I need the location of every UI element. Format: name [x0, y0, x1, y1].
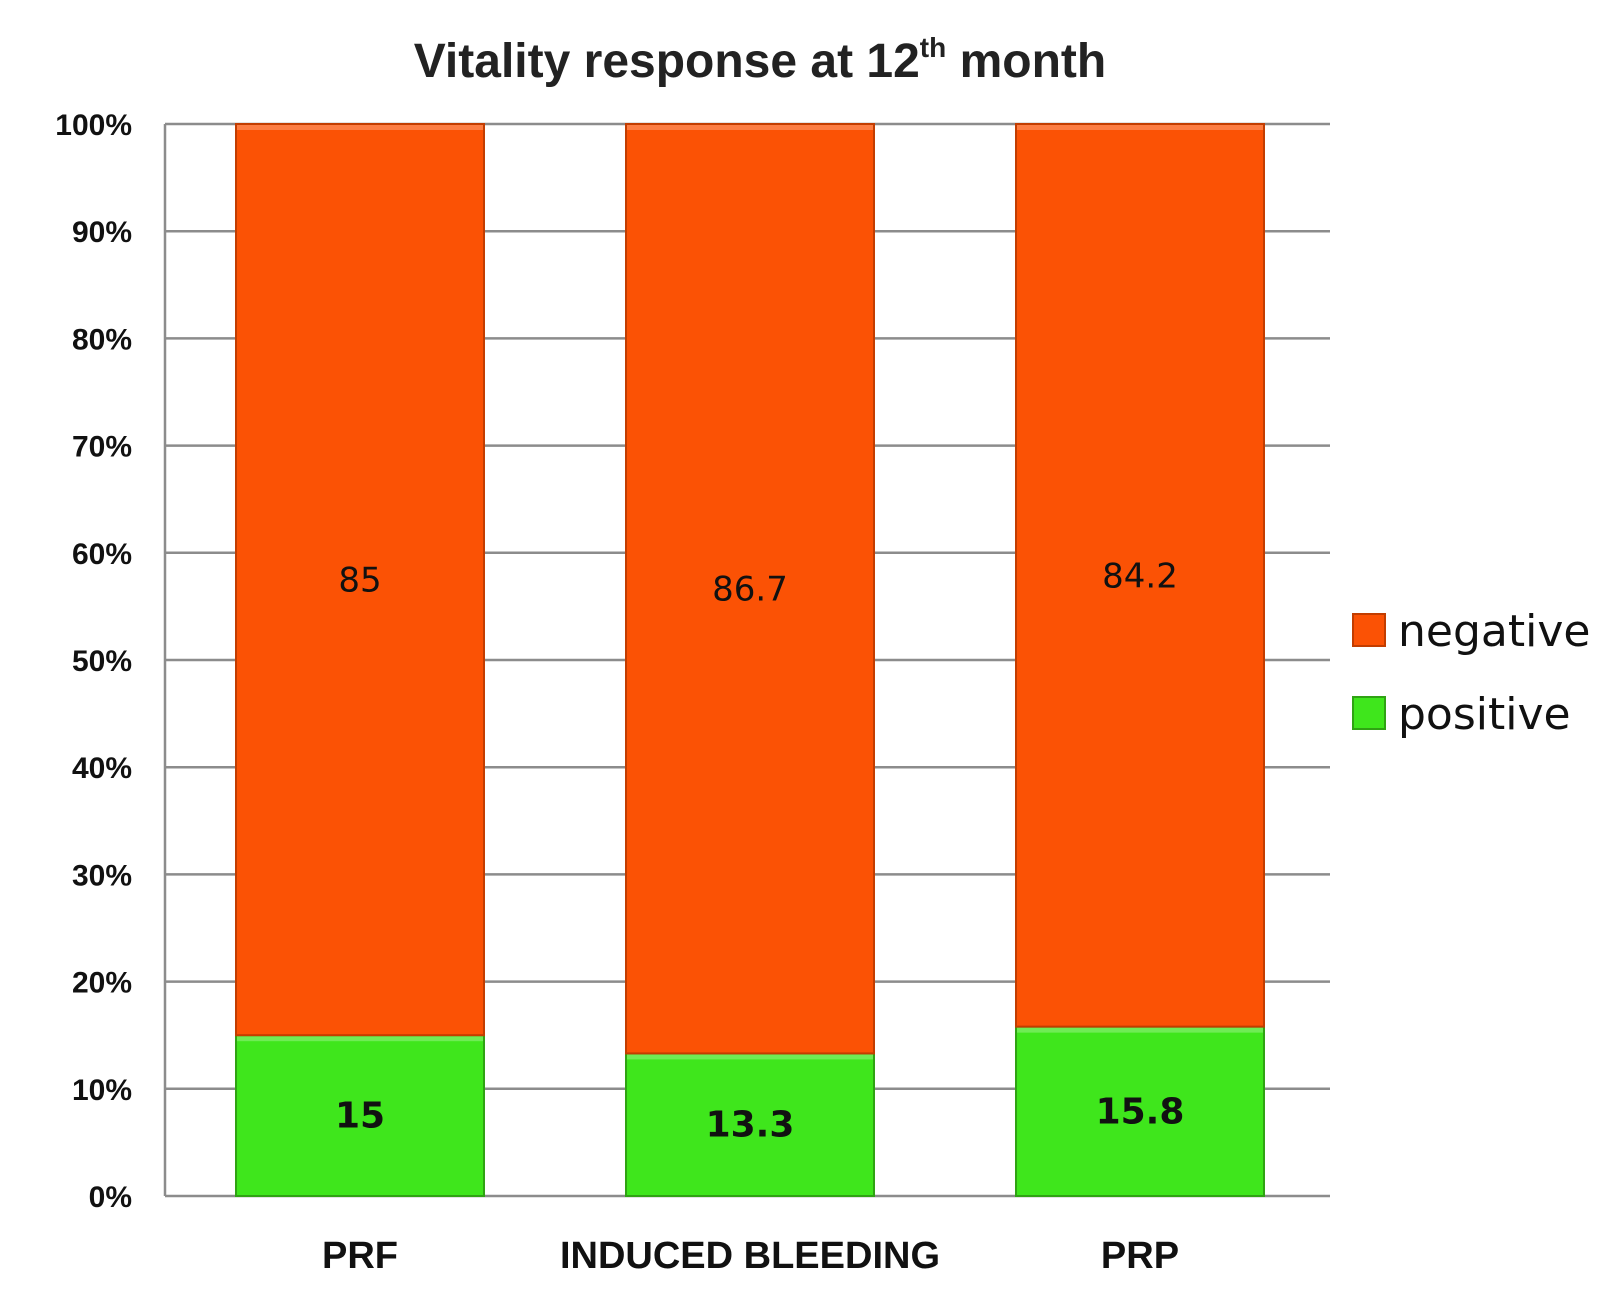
y-tick-label: 40% — [72, 752, 132, 785]
x-category-label: PRF — [322, 1235, 398, 1277]
bar-segment-negative — [235, 123, 485, 1037]
x-category-label: INDUCED BLEEDING — [560, 1235, 940, 1277]
y-tick-label: 80% — [72, 323, 132, 356]
y-tick-label: 90% — [72, 216, 132, 249]
y-tick-label: 0% — [89, 1181, 132, 1214]
y-axis: 0% 10% 20% 30% 40% 50% 60% 70% 80% 90% 100% — [55, 109, 167, 1214]
legend-label-positive: positive — [1398, 689, 1571, 740]
chart-title-sup: th — [920, 32, 946, 63]
legend-swatch-positive — [1352, 696, 1386, 730]
legend-label-negative: negative — [1398, 606, 1590, 657]
bar-bevel — [237, 1036, 483, 1042]
y-tick-label: 50% — [72, 645, 132, 678]
bar-bevel — [627, 1054, 873, 1060]
y-tick-label: 10% — [72, 1074, 132, 1107]
bar-bevel — [1017, 125, 1263, 130]
data-label-negative: 84.2 — [1102, 556, 1178, 596]
bar-segment-positive — [1015, 1025, 1265, 1198]
data-label-positive: 15.8 — [1096, 1091, 1185, 1132]
y-tick-label: 100% — [55, 109, 132, 142]
x-axis: PRF INDUCED BLEEDING PRP — [322, 1235, 1179, 1277]
data-label-positive: 13.3 — [706, 1105, 795, 1146]
bar-segment-positive — [235, 1034, 485, 1197]
bar-bevel — [627, 125, 873, 130]
chart-title-main: Vitality response at 12 — [414, 35, 920, 88]
legend-swatch-negative — [1352, 613, 1386, 647]
chart-title-tail: month — [946, 35, 1106, 88]
data-label-negative: 86.7 — [712, 570, 788, 610]
data-label-negative: 85 — [338, 561, 381, 601]
y-tick-label: 60% — [72, 538, 132, 571]
bar-bevel — [237, 125, 483, 130]
y-tick-label: 20% — [72, 967, 132, 1000]
bar-segment-negative — [1015, 123, 1265, 1028]
y-tick-label: 70% — [72, 431, 132, 464]
chart-title: Vitality response at 12th month — [414, 32, 1106, 88]
data-label-positive: 15 — [335, 1096, 385, 1137]
bars: 15 85 13.3 86.7 15.8 84.2 — [235, 123, 1265, 1198]
x-category-label: PRP — [1101, 1235, 1179, 1277]
bar-bevel — [1017, 1027, 1263, 1033]
legend: negative positive — [1352, 606, 1590, 740]
bar-segment-negative — [625, 123, 875, 1055]
y-tick-label: 30% — [72, 859, 132, 892]
